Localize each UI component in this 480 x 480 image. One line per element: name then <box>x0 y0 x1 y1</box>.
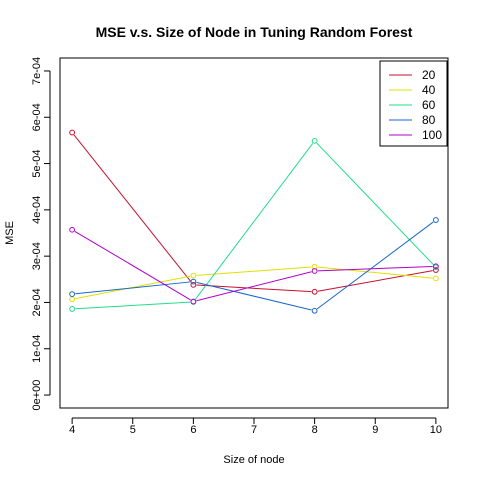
legend-label: 40 <box>422 83 436 97</box>
series-100 <box>69 226 439 305</box>
data-point <box>190 281 197 288</box>
series-segment <box>75 281 191 295</box>
y-axis: 0e+00 1e-04 2e-04 3e-04 4e-04 5e-04 6e-04 7e-04 <box>31 57 51 411</box>
data-point <box>190 278 197 285</box>
series-segment <box>317 265 433 272</box>
x-tick-label: 5 <box>130 424 136 436</box>
data-point <box>311 137 318 144</box>
y-tick-label: 6e-04 <box>31 103 43 131</box>
x-tick-label: 7 <box>251 424 257 436</box>
series-80 <box>69 217 439 314</box>
data-point <box>190 272 197 279</box>
legend-label: 20 <box>422 68 436 82</box>
series-segment <box>316 221 434 310</box>
data-point <box>311 288 318 295</box>
data-point <box>69 226 76 233</box>
data-point <box>69 306 76 312</box>
y-tick-label: 5e-04 <box>31 149 43 177</box>
y-axis-label: MSE <box>4 221 16 245</box>
data-point <box>311 268 318 274</box>
data-point <box>190 298 197 305</box>
y-tick-label: 3e-04 <box>31 242 43 270</box>
series-layer <box>69 129 439 314</box>
x-axis-label: Size of node <box>223 454 284 466</box>
x-tick-label: 10 <box>430 424 442 436</box>
series-60 <box>69 137 439 312</box>
plot-box <box>59 57 449 409</box>
y-tick-label: 7e-04 <box>31 57 43 85</box>
legend-label: 80 <box>422 113 436 127</box>
series-segment <box>196 281 312 311</box>
data-point <box>69 296 76 303</box>
series-segment <box>317 270 433 292</box>
y-tick-label: 2e-04 <box>31 288 43 316</box>
legend-label: 100 <box>422 128 442 142</box>
data-point <box>432 275 439 282</box>
x-axis: 4 5 6 7 8 9 10 <box>69 417 442 436</box>
series-segment <box>316 142 435 266</box>
series-segment <box>196 271 312 302</box>
series-segment <box>74 230 191 301</box>
data-point <box>432 217 439 223</box>
series-segment <box>75 301 191 310</box>
legend-label: 60 <box>422 98 436 112</box>
data-point <box>432 263 439 270</box>
series-segment <box>196 284 312 293</box>
series-segment <box>196 266 312 276</box>
data-point <box>432 267 439 273</box>
series-segment <box>194 143 314 300</box>
x-tick-label: 6 <box>190 424 196 436</box>
y-tick-label: 4e-04 <box>31 196 43 224</box>
y-tick-label: 0e+00 <box>31 380 43 411</box>
x-tick-label: 4 <box>69 424 75 436</box>
data-point <box>311 263 318 270</box>
series-segment <box>73 134 192 283</box>
data-point <box>311 307 318 314</box>
data-point <box>69 129 76 136</box>
y-tick-label: 1e-04 <box>31 335 43 363</box>
data-point <box>69 291 76 298</box>
x-tick-label: 9 <box>372 424 378 436</box>
chart-title: MSE v.s. Size of Node in Tuning Random F… <box>96 24 413 40</box>
x-tick-label: 8 <box>312 424 318 436</box>
series-20 <box>69 129 439 295</box>
series-segment <box>317 266 433 279</box>
